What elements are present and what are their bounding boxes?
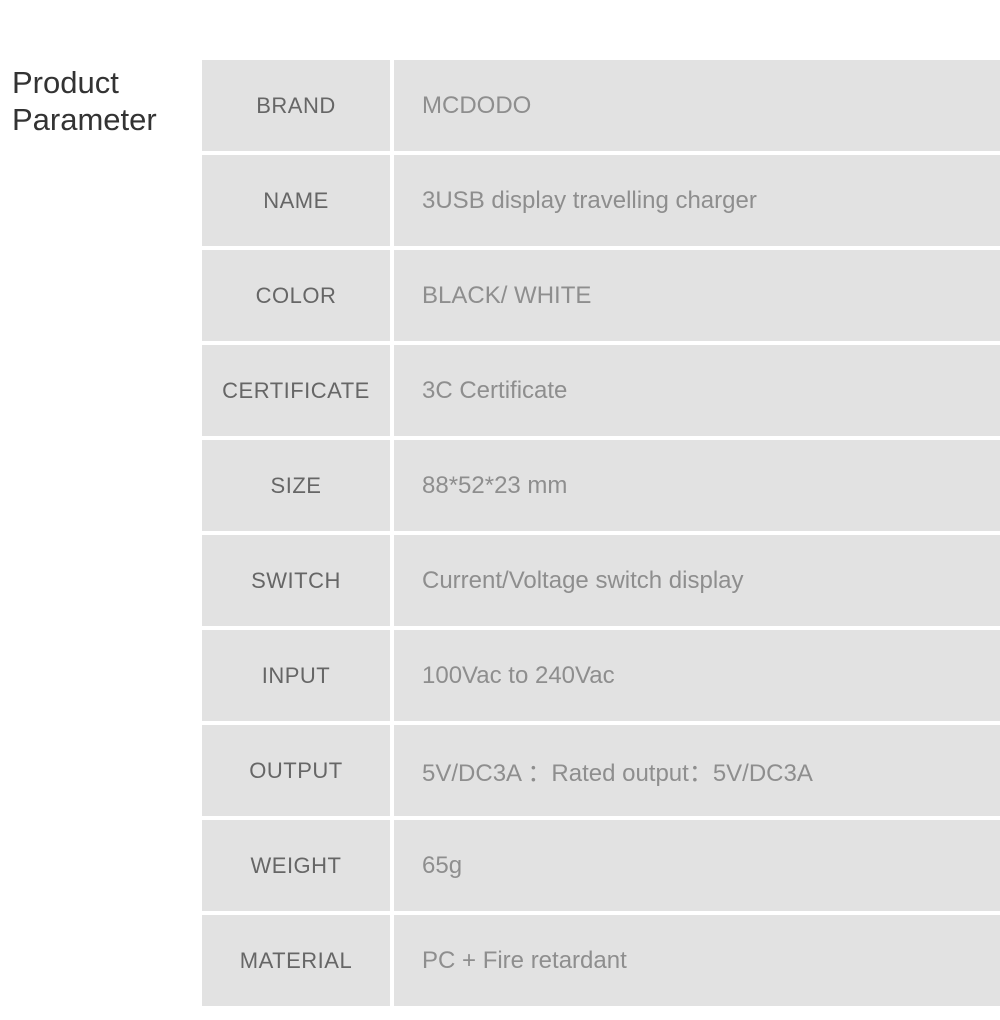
table-row: WEIGHT 65g [202,820,1000,915]
table-row: BRAND MCDODO [202,60,1000,155]
table-row: MATERIAL PC + Fire retardant [202,915,1000,1010]
row-value: 3USB display travelling charger [394,155,1000,246]
title-line2: Parameter [12,102,157,137]
spec-table: BRAND MCDODO NAME 3USB display travellin… [202,60,1000,1010]
row-value: BLACK/ WHITE [394,250,1000,341]
table-row: CERTIFICATE 3C Certificate [202,345,1000,440]
row-value: 5V/DC3A ：Rated output：5V/DC3A [394,725,1000,816]
table-row: OUTPUT 5V/DC3A ：Rated output：5V/DC3A [202,725,1000,820]
row-value: 65g [394,820,1000,911]
row-label: COLOR [202,250,390,341]
row-value: MCDODO [394,60,1000,151]
row-label: CERTIFICATE [202,345,390,436]
row-label: SIZE [202,440,390,531]
row-label: MATERIAL [202,915,390,1006]
row-label: SWITCH [202,535,390,626]
panel-title: Product Parameter [12,60,202,1010]
table-row: NAME 3USB display travelling charger [202,155,1000,250]
row-value: 3C Certificate [394,345,1000,436]
row-label: OUTPUT [202,725,390,816]
row-value: PC + Fire retardant [394,915,1000,1006]
table-row: SWITCH Current/Voltage switch display [202,535,1000,630]
table-row: INPUT 100Vac to 240Vac [202,630,1000,725]
table-row: SIZE 88*52*23 mm [202,440,1000,535]
row-label: BRAND [202,60,390,151]
row-value: 88*52*23 mm [394,440,1000,531]
product-parameter-panel: Product Parameter BRAND MCDODO NAME 3USB… [0,0,1000,1010]
row-label: INPUT [202,630,390,721]
row-value: 100Vac to 240Vac [394,630,1000,721]
row-label: WEIGHT [202,820,390,911]
table-row: COLOR BLACK/ WHITE [202,250,1000,345]
title-line1: Product [12,65,119,100]
row-value: Current/Voltage switch display [394,535,1000,626]
row-label: NAME [202,155,390,246]
